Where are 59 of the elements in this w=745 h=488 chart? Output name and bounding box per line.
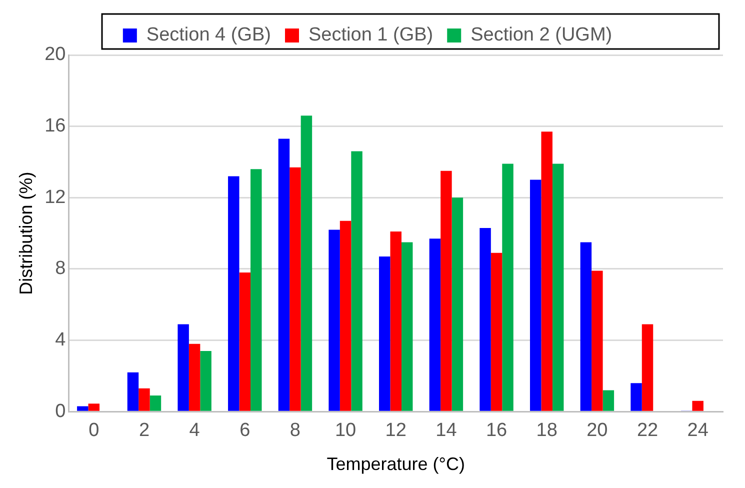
x-tick-label: 16 [486,420,508,442]
x-tick-label: 4 [189,420,200,442]
bar [502,164,514,411]
bar [592,270,603,411]
bar [340,220,352,411]
y-tick-label: 0 [55,400,66,422]
legend-label: Section 2 (UGM) [470,24,612,46]
y-tick-label: 16 [44,116,66,137]
bar [390,232,402,411]
bar [630,383,642,411]
y-axis-title: Distribution (%) [16,172,36,295]
x-axis-title: Temperature (°C) [326,454,465,474]
y-tick-label: 4 [55,330,66,351]
legend-label: Section 4 (GB) [146,24,272,46]
bar [452,198,464,411]
x-tick-label: 2 [138,420,150,442]
bar [228,176,240,411]
bar [138,388,150,411]
x-tick-label: 18 [536,420,558,442]
y-tick-label: 8 [55,258,66,280]
bar [642,324,654,411]
bar [580,242,592,411]
bar [429,238,441,411]
x-tick-label: 6 [240,420,250,442]
x-tick-label: 8 [290,420,300,442]
bar [127,372,139,411]
bar [290,167,301,411]
bar [77,406,88,411]
bar [250,169,262,411]
x-tick-label: 14 [436,420,458,442]
y-tick-label: 20 [44,44,66,66]
x-tick-label: 0 [88,420,100,442]
bar [541,132,552,411]
bar [379,256,390,411]
bar [300,116,312,411]
bar [440,170,452,411]
bar [278,138,290,411]
bar [88,404,100,411]
bar [490,252,502,411]
bar [480,228,491,411]
bar [150,396,162,411]
bar [328,230,340,411]
x-tick-label: 20 [586,420,608,442]
bar [602,390,614,411]
bar [692,400,704,411]
bar [239,272,251,411]
y-tick-label: 12 [44,186,66,208]
legend-label: Section 1 (GB) [308,24,434,46]
bar [351,151,362,411]
bar [530,180,542,411]
bar [178,324,189,411]
bar [552,164,564,411]
x-tick-label: 12 [385,420,406,442]
x-tick-label: 10 [334,420,356,442]
x-tick-label: 24 [687,420,709,442]
bar [200,350,212,411]
x-tick-label: 22 [636,420,658,442]
bar [401,242,413,411]
bar [188,344,200,411]
